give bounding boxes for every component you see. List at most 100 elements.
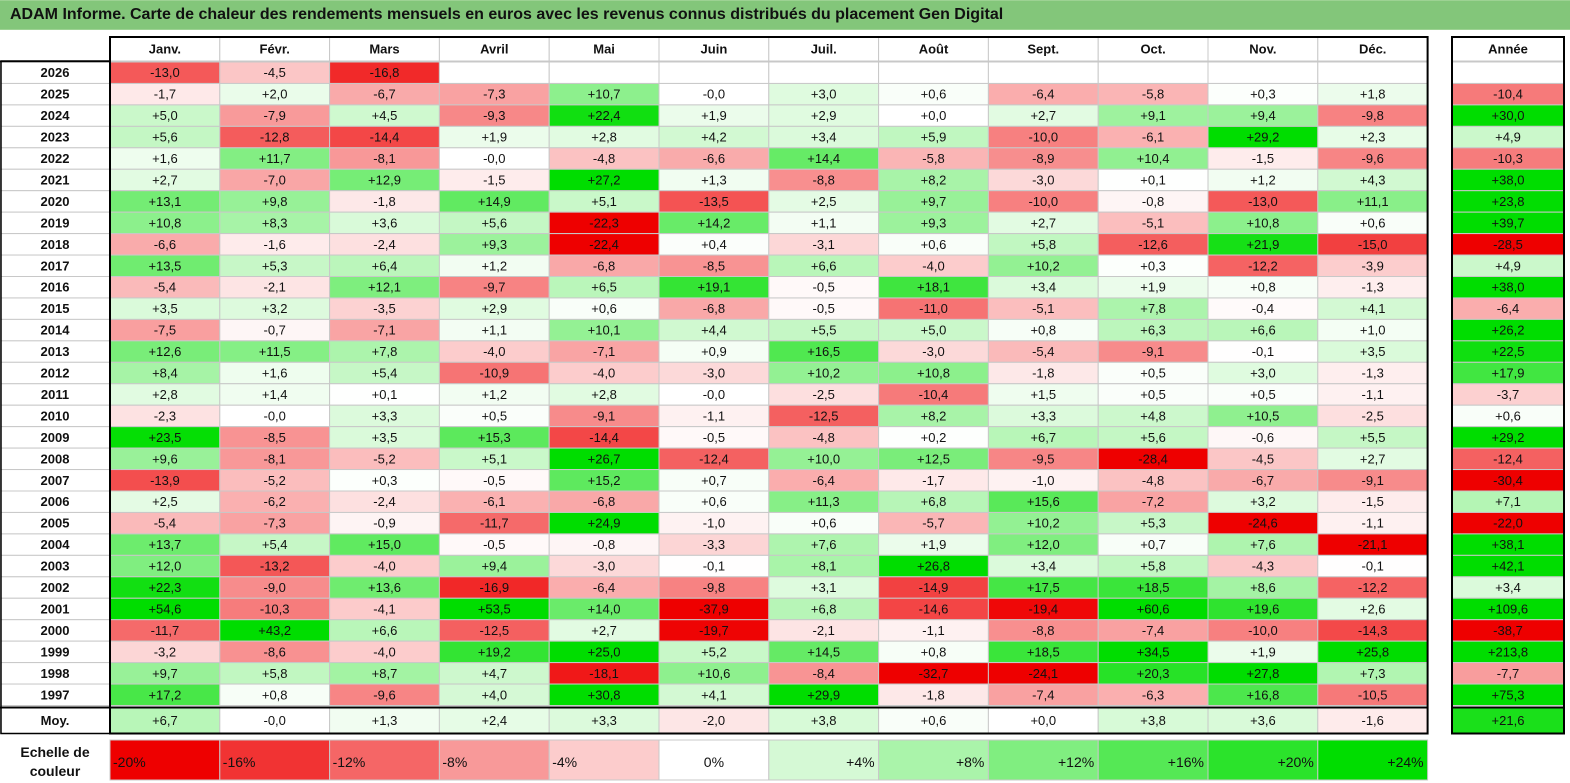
cell-value: -3,0: [593, 559, 615, 574]
cell-value: +10,7: [588, 87, 621, 102]
cell-value: -12,8: [260, 130, 290, 145]
header-cell: [1097, 36, 1209, 62]
cell-value: +5,8: [262, 666, 288, 681]
cell-value: -8,9: [1032, 151, 1054, 166]
heatmap-cell: [548, 61, 660, 84]
cell-value: -19,4: [1028, 601, 1058, 616]
cell-value: -7,4: [1032, 687, 1054, 702]
scale-label-line2: couleur: [30, 763, 81, 779]
cell-value: +5,3: [262, 258, 288, 273]
cell-value: -10,0: [1028, 194, 1058, 209]
cell-value: +3,4: [1030, 559, 1056, 574]
year-value: +7,1: [1495, 494, 1521, 509]
cell-value: +15,6: [1027, 494, 1060, 509]
scale-label: +4%: [846, 754, 874, 770]
cell-value: +5,8: [1030, 237, 1056, 252]
cell-value: -3,9: [1361, 258, 1383, 273]
cell-value: -6,8: [593, 258, 615, 273]
cell-value: +4,4: [701, 323, 727, 338]
average-cell: [219, 707, 331, 734]
year-value: -28,5: [1493, 237, 1523, 252]
header-cell: [1317, 36, 1429, 62]
cell-value: +2,8: [591, 387, 617, 402]
column-header: Mai: [593, 42, 615, 57]
cell-value: -9,6: [373, 687, 395, 702]
cell-value: +1,9: [701, 108, 727, 123]
cell-value: +2,7: [1030, 215, 1056, 230]
row-label: 2025: [41, 87, 70, 102]
cell-value: +2,9: [811, 108, 837, 123]
cell-value: -5,2: [263, 473, 285, 488]
cell-value: -1,5: [1252, 151, 1274, 166]
cell-value: +4,5: [372, 108, 398, 123]
average-value: +0,0: [1030, 713, 1056, 728]
cell-value: -1,1: [1361, 387, 1383, 402]
column-header: Août: [919, 42, 949, 57]
row-label: 2012: [41, 366, 70, 381]
cell-value: -9,1: [1361, 473, 1383, 488]
cell-value: -1,8: [922, 687, 944, 702]
cell-value: -0,1: [1252, 344, 1274, 359]
cell-value: -6,7: [1252, 473, 1274, 488]
column-header: Janv.: [149, 42, 181, 57]
cell-value: +11,5: [259, 344, 291, 359]
cell-value: +9,4: [481, 559, 507, 574]
row-label: 2017: [41, 258, 70, 273]
cell-value: +10,1: [588, 323, 621, 338]
cell-value: +2,3: [1360, 130, 1386, 145]
cell-value: +0,1: [1140, 172, 1166, 187]
row-label: 2024: [41, 108, 71, 123]
cell-value: -7,2: [1142, 494, 1164, 509]
year-value: -10,4: [1493, 87, 1523, 102]
cell-value: +1,1: [481, 323, 507, 338]
cell-value: -0,5: [483, 537, 505, 552]
cell-value: +15,3: [478, 430, 511, 445]
scale-swatch: [329, 739, 440, 781]
year-value: +42,1: [1492, 559, 1525, 574]
cell-value: -1,1: [922, 623, 944, 638]
cell-value: -11,7: [480, 516, 509, 531]
column-header: Févr.: [260, 42, 290, 57]
cell-value: +16,5: [807, 344, 840, 359]
row-label: 2019: [41, 215, 70, 230]
scale-label: 0%: [704, 754, 724, 770]
year-value: -3,7: [1497, 387, 1519, 402]
cell-value: +3,5: [152, 301, 178, 316]
heatmap-cell: [438, 61, 550, 84]
heatmap-cell: [987, 61, 1099, 84]
row-label: 2018: [41, 237, 70, 252]
cell-value: +0,6: [591, 301, 617, 316]
cell-value: -6,1: [483, 494, 505, 509]
scale-label: +16%: [1168, 754, 1204, 770]
row-label: 2004: [41, 537, 71, 552]
scale-label: -8%: [442, 754, 467, 770]
cell-value: +14,2: [697, 215, 730, 230]
cell-value: +12,0: [1027, 537, 1060, 552]
scale-label: +24%: [1387, 754, 1423, 770]
cell-value: +30,8: [588, 687, 621, 702]
cell-value: -9,5: [1032, 451, 1054, 466]
cell-value: -4,1: [373, 601, 395, 616]
cell-value: +6,4: [372, 258, 398, 273]
cell-value: -0,0: [703, 387, 725, 402]
cell-value: +10,4: [1137, 151, 1170, 166]
cell-value: +10,2: [1027, 516, 1060, 531]
cell-value: -1,8: [1032, 366, 1054, 381]
year-value: +38,0: [1492, 172, 1525, 187]
cell-value: -9,1: [1142, 344, 1164, 359]
cell-value: +5,2: [701, 644, 727, 659]
cell-value: -9,0: [263, 580, 285, 595]
cell-value: +2,7: [152, 172, 178, 187]
average-cell: [987, 707, 1099, 734]
average-cell: [1097, 707, 1209, 734]
cell-value: +6,6: [1250, 323, 1276, 338]
cell-value: -14,9: [919, 580, 949, 595]
cell-value: +0,9: [701, 344, 727, 359]
cell-value: +2,0: [262, 87, 288, 102]
row-label: 2015: [41, 301, 70, 316]
cell-value: -11,0: [919, 301, 948, 316]
cell-value: +23,5: [148, 430, 181, 445]
cell-value: -3,0: [922, 344, 944, 359]
cell-value: +1,8: [1360, 87, 1386, 102]
average-value: +0,6: [921, 713, 947, 728]
